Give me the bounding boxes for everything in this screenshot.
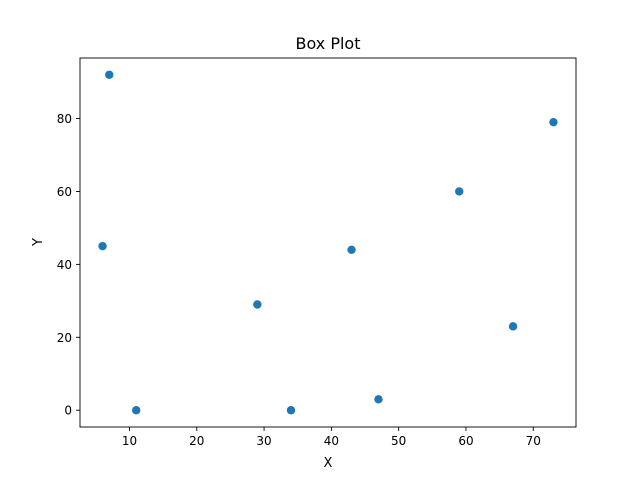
data-point (374, 395, 383, 404)
y-tick-label: 0 (64, 404, 72, 418)
data-point (98, 241, 107, 251)
y-tick-label: 60 (57, 185, 72, 199)
y-tick-label: 80 (57, 112, 72, 126)
data-point (508, 322, 518, 331)
axes-frame (79, 57, 577, 428)
x-tick-label: 60 (458, 434, 473, 448)
y-tick-label: 40 (57, 258, 72, 272)
data-point (549, 117, 558, 127)
y-tick-label: 20 (57, 331, 72, 345)
data-point (286, 406, 296, 415)
data-point (132, 406, 141, 415)
chart-title: Box Plot (296, 34, 361, 53)
data-point (105, 70, 114, 79)
x-tick-label: 20 (189, 434, 204, 448)
data-point (347, 245, 356, 254)
x-tick-label: 50 (391, 434, 406, 448)
x-tick-label: 40 (324, 434, 339, 448)
x-axis-label: X (324, 456, 333, 471)
plot-area: 10 20 30 40 50 60 70 0 20 40 60 80 (57, 57, 577, 448)
x-tick-label: 10 (122, 434, 137, 448)
x-tick-label: 30 (256, 434, 271, 448)
data-point (253, 300, 262, 309)
y-axis-label: Y (31, 238, 46, 247)
data-point (455, 187, 464, 196)
x-tick-label: 70 (526, 434, 541, 448)
